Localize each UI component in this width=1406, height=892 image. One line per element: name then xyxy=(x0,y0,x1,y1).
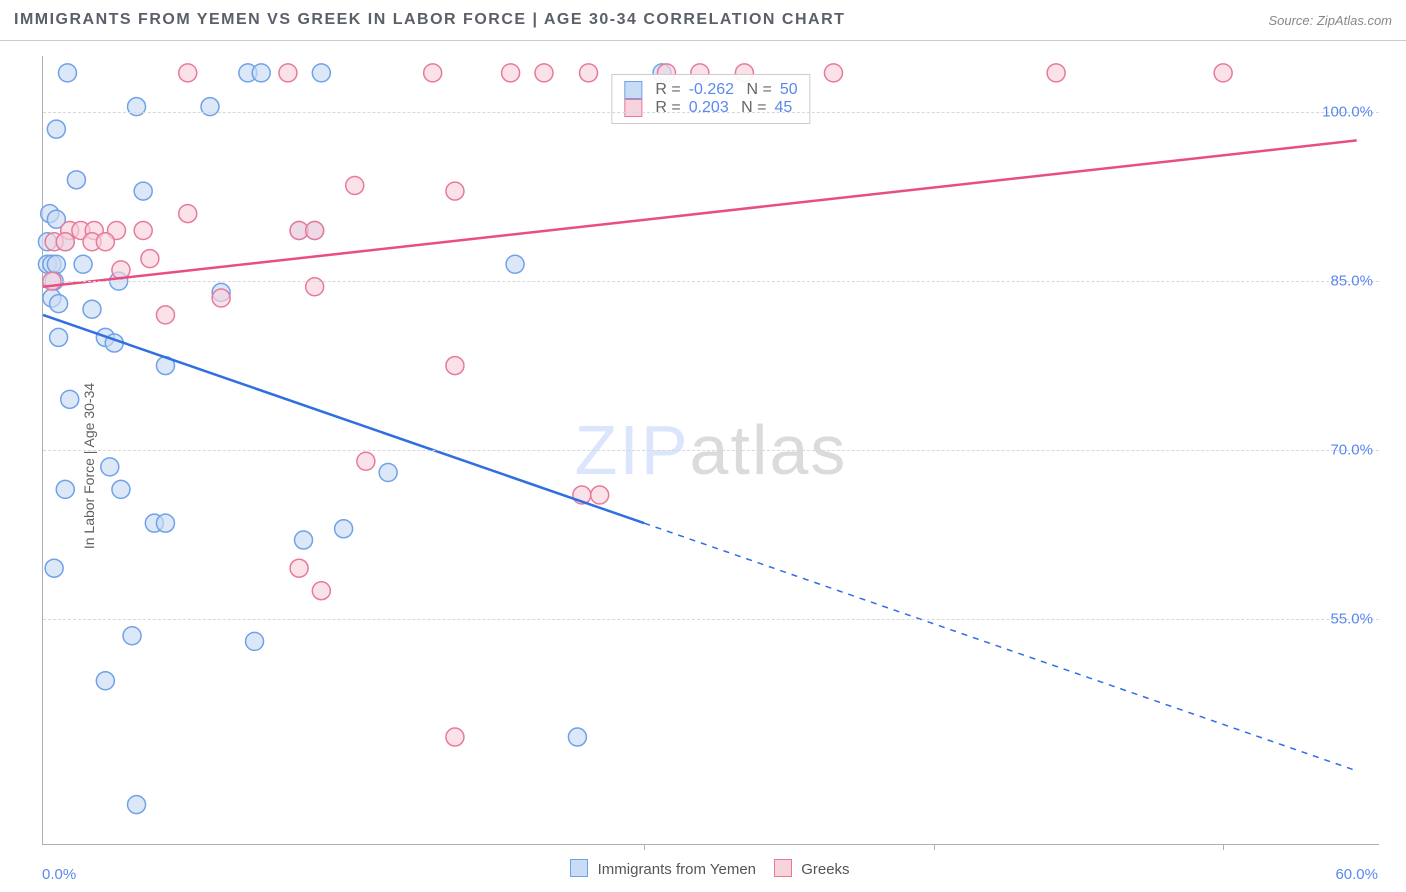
scatter-point xyxy=(123,627,141,645)
scatter-point xyxy=(346,176,364,194)
scatter-point xyxy=(50,328,68,346)
gridline xyxy=(43,112,1379,113)
x-tick xyxy=(934,844,935,850)
chart-header: IMMIGRANTS FROM YEMEN VS GREEK IN LABOR … xyxy=(0,0,1406,41)
scatter-point xyxy=(83,300,101,318)
trend-line xyxy=(43,140,1357,286)
correlation-stats-box: R = -0.262 N = 50 R = 0.203 N = 45 xyxy=(611,74,810,124)
scatter-point xyxy=(312,582,330,600)
scatter-point xyxy=(252,64,270,82)
x-axis-labels: Immigrants from Yemen Greeks 0.0% 60.0% xyxy=(42,860,1378,888)
scatter-point xyxy=(96,233,114,251)
y-tick-label: 100.0% xyxy=(1322,104,1373,121)
stats-row-1: R = -0.262 N = 50 xyxy=(624,81,797,99)
scatter-point xyxy=(61,390,79,408)
scatter-point xyxy=(212,289,230,307)
scatter-point xyxy=(56,233,74,251)
scatter-point xyxy=(179,205,197,223)
x-tick-label: 60.0% xyxy=(1335,866,1378,883)
scatter-point xyxy=(312,64,330,82)
legend-item-2: Greeks xyxy=(774,859,850,878)
scatter-point xyxy=(67,171,85,189)
scatter-point xyxy=(47,120,65,138)
scatter-point xyxy=(134,182,152,200)
scatter-point xyxy=(446,728,464,746)
scatter-point xyxy=(156,514,174,532)
scatter-point xyxy=(112,480,130,498)
y-tick-label: 70.0% xyxy=(1330,442,1373,459)
stats-r-1: -0.262 xyxy=(689,81,734,99)
scatter-point xyxy=(379,464,397,482)
stats-row-2: R = 0.203 N = 45 xyxy=(624,99,797,117)
scatter-point xyxy=(1047,64,1065,82)
scatter-point xyxy=(134,221,152,239)
gridline xyxy=(43,619,1379,620)
scatter-point xyxy=(101,458,119,476)
x-tick xyxy=(644,844,645,850)
chart-title: IMMIGRANTS FROM YEMEN VS GREEK IN LABOR … xyxy=(14,11,845,29)
stats-r-2: 0.203 xyxy=(689,99,729,117)
scatter-point xyxy=(74,255,92,273)
stats-n-1: 50 xyxy=(780,81,798,99)
scatter-point xyxy=(96,672,114,690)
trend-line-extrapolated xyxy=(644,523,1357,771)
scatter-point xyxy=(568,728,586,746)
chart-area: In Labor Force | Age 30-34 ZIPatlas R = … xyxy=(0,40,1406,892)
scatter-point xyxy=(50,295,68,313)
legend-swatch-2 xyxy=(774,859,792,877)
scatter-point xyxy=(156,306,174,324)
chart-source: Source: ZipAtlas.com xyxy=(1268,13,1392,28)
x-tick xyxy=(1223,844,1224,850)
x-axis-legend: Immigrants from Yemen Greeks xyxy=(42,859,1378,878)
scatter-point xyxy=(580,64,598,82)
x-tick-label: 0.0% xyxy=(42,866,76,883)
scatter-point xyxy=(128,796,146,814)
y-tick-label: 85.0% xyxy=(1330,273,1373,290)
stats-n-2: 45 xyxy=(775,99,793,117)
scatter-point xyxy=(290,559,308,577)
scatter-point xyxy=(56,480,74,498)
scatter-point xyxy=(279,64,297,82)
scatter-point xyxy=(335,520,353,538)
scatter-point xyxy=(591,486,609,504)
scatter-point xyxy=(424,64,442,82)
scatter-point xyxy=(246,632,264,650)
scatter-point xyxy=(446,357,464,375)
scatter-point xyxy=(535,64,553,82)
scatter-point xyxy=(824,64,842,82)
trend-line xyxy=(43,315,644,523)
y-tick-label: 55.0% xyxy=(1330,610,1373,627)
scatter-point xyxy=(306,221,324,239)
plot-region: ZIPatlas R = -0.262 N = 50 R = 0.203 N =… xyxy=(42,56,1379,845)
gridline xyxy=(43,281,1379,282)
scatter-point xyxy=(58,64,76,82)
scatter-point xyxy=(45,559,63,577)
scatter-point xyxy=(502,64,520,82)
scatter-point xyxy=(141,250,159,268)
scatter-point xyxy=(47,255,65,273)
scatter-point xyxy=(1214,64,1232,82)
scatter-point xyxy=(357,452,375,470)
gridline xyxy=(43,450,1379,451)
legend-item-1: Immigrants from Yemen xyxy=(570,859,756,878)
stats-swatch-2 xyxy=(624,99,642,117)
scatter-point xyxy=(506,255,524,273)
scatter-point xyxy=(446,182,464,200)
stats-swatch-1 xyxy=(624,81,642,99)
legend-swatch-1 xyxy=(570,859,588,877)
scatter-point xyxy=(295,531,313,549)
scatter-point xyxy=(179,64,197,82)
